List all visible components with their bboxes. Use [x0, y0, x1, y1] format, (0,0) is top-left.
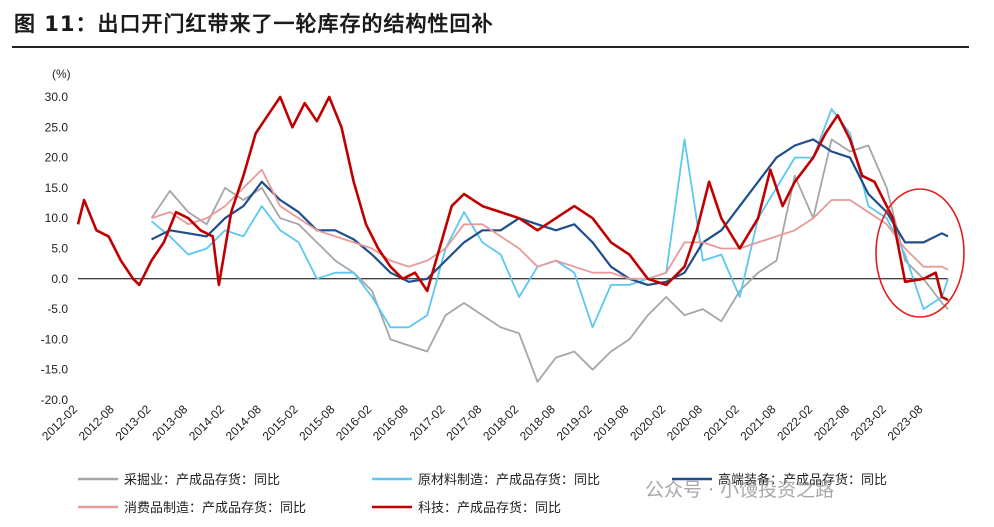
y-tick-label: -5.0: [47, 302, 68, 316]
x-tick-label: 2015-08: [296, 402, 337, 443]
x-tick-label: 2023-08: [885, 402, 926, 443]
x-tick-label: 2018-08: [517, 402, 558, 443]
y-tick-label: 30.0: [45, 90, 69, 104]
y-tick-label: 15.0: [45, 181, 69, 195]
x-tick-label: 2020-02: [627, 402, 668, 443]
legend-label-4: 消费品制造：产成品存货：同比: [124, 500, 306, 516]
x-tick-label: 2020-08: [664, 402, 705, 443]
series-line-5: [76, 95, 949, 302]
x-tick-label: 2016-08: [370, 402, 411, 443]
x-tick-label: 2022-08: [811, 402, 852, 443]
x-tick-label: 2019-08: [590, 402, 631, 443]
watermark-text: 公众号 · 小馒投资之路: [645, 479, 834, 501]
x-tick-label: 2017-02: [407, 402, 448, 443]
highlight-ellipse: [875, 188, 965, 318]
x-tick-label: 2013-02: [113, 402, 154, 443]
figure-title: 图 11：出口开门红带来了一轮库存的结构性回补: [14, 12, 494, 36]
x-tick-label: 2012-02: [39, 402, 80, 443]
y-tick-label: -20.0: [41, 393, 69, 407]
x-axis: 2012-022012-082013-022013-082014-022014-…: [39, 402, 926, 443]
x-tick-label: 2022-02: [774, 402, 815, 443]
x-tick-label: 2016-02: [333, 402, 374, 443]
x-tick-label: 2021-08: [738, 402, 779, 443]
x-tick-label: 2023-02: [848, 402, 889, 443]
x-tick-label: 2013-08: [149, 402, 190, 443]
series-line-4: [151, 168, 949, 280]
series-line-2: [150, 108, 949, 329]
x-tick-label: 2012-08: [76, 402, 117, 443]
x-tick-label: 2018-02: [480, 402, 521, 443]
legend-label-3: 高端装备：产成品存货：同比: [718, 472, 887, 488]
legend-label-5: 科技：产成品存货：同比: [418, 500, 561, 516]
y-tick-label: 5.0: [51, 242, 68, 256]
y-axis-unit-label: (%): [52, 67, 71, 81]
x-tick-label: 2015-02: [260, 402, 301, 443]
y-tick-label: 10.0: [45, 211, 69, 225]
x-tick-label: 2014-08: [223, 402, 264, 443]
legend: 采掘业：产成品存货：同比 原材料制造：产成品存货：同比 高端装备：产成品存货：同比消…: [78, 472, 887, 516]
series-line-3: [151, 138, 949, 286]
y-tick-label: 0.0: [51, 272, 68, 286]
y-axis: (%) 30.0 25.0 20.0 15.0 10.0 5.0 0.0 -5.0 -10.0 -1…: [41, 67, 71, 407]
series-line-1: [150, 138, 949, 383]
x-tick-label: 2014-02: [186, 402, 227, 443]
x-tick-label: 2017-08: [443, 402, 484, 443]
y-tick-label: 20.0: [45, 151, 69, 165]
x-tick-label: 2021-02: [701, 402, 742, 443]
title-divider: [12, 46, 969, 48]
y-tick-label: -15.0: [41, 363, 69, 377]
legend-label-1: 采掘业：产成品存货：同比: [124, 472, 280, 488]
legend-label-2: 原材料制造：产成品存货：同比: [418, 472, 600, 488]
x-tick-label: 2019-02: [554, 402, 595, 443]
y-tick-label: 25.0: [45, 120, 69, 134]
y-tick-label: -10.0: [41, 332, 69, 346]
